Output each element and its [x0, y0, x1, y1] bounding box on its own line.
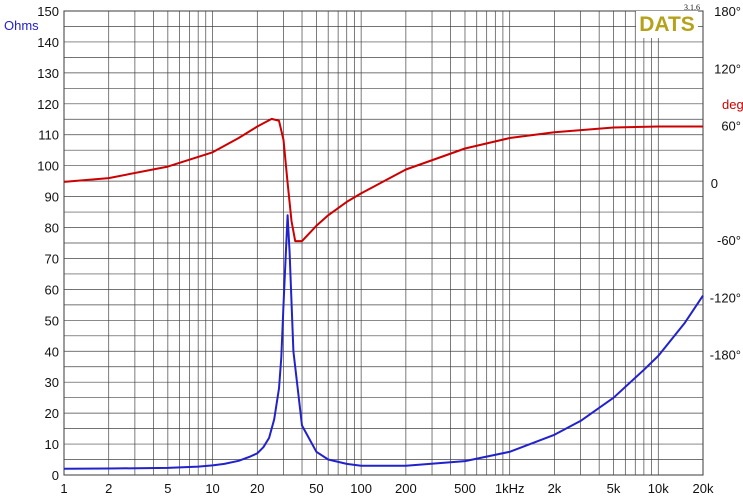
y-left-tick-label: 50: [45, 313, 59, 328]
x-axis-ticks: 1 2 5 10 20 50 100 200 500 1kHz 2k 5k 10k 20k: [60, 481, 714, 496]
series: [63, 117, 704, 470]
y-right-tick-label: -180°: [710, 348, 741, 363]
y-right-label: deg: [722, 97, 743, 112]
x-tick-label: 50: [309, 481, 323, 496]
version-label: 3.1.6: [684, 3, 700, 12]
x-tick-label: 1kHz: [495, 481, 525, 496]
y-right-tick-label: -60°: [717, 233, 741, 248]
x-tick-label: 100: [350, 481, 372, 496]
y-left-tick-label: 100: [37, 159, 59, 174]
y-left-tick-label: 120: [37, 97, 59, 112]
x-tick-label: 20k: [693, 481, 714, 496]
y-right-tick-label: 0: [711, 176, 718, 191]
dats-logo: DATS: [636, 11, 698, 38]
y-left-tick-label: 80: [45, 221, 59, 236]
phase-line: [63, 117, 703, 243]
x-tick-label: 5: [164, 481, 171, 496]
y-left-label: Ohms: [4, 18, 39, 33]
y-right-tick-label: 120°: [714, 61, 741, 76]
x-tick-label: 1: [60, 481, 67, 496]
x-tick-label: 500: [454, 481, 476, 496]
y-left-tick-label: 140: [37, 35, 59, 50]
x-tick-label: 200: [395, 481, 417, 496]
impedance-line: [63, 214, 704, 470]
y-left-ticks: 0 10 20 30 40 50 60 70 80 90 100 110 120 130 140 150: [37, 4, 59, 483]
y-left-tick-label: 150: [37, 4, 59, 19]
y-left-tick-label: 10: [45, 437, 59, 452]
y-left-tick-label: 90: [45, 190, 59, 205]
y-left-tick-label: 110: [38, 128, 59, 143]
y-left-tick-label: 70: [45, 251, 59, 266]
y-right-ticks: 180° 120° 60° 0 -60° -120° -180°: [710, 4, 741, 363]
y-left-tick-label: 20: [45, 406, 59, 421]
y-right-tick-label: 60°: [721, 119, 741, 134]
y-right-tick-label: 180°: [714, 4, 741, 19]
y-left-tick-label: 60: [45, 282, 59, 297]
grid: [63, 10, 704, 476]
y-left-tick-label: 40: [45, 344, 59, 359]
y-left-tick-label: 130: [37, 66, 59, 81]
y-left-tick-label: 30: [45, 375, 59, 390]
x-tick-label: 2: [105, 481, 112, 496]
y-left-tick-label: 0: [52, 468, 59, 483]
y-right-tick-label: -120°: [710, 290, 741, 305]
x-tick-label: 2k: [548, 481, 562, 496]
x-tick-label: 10: [205, 481, 219, 496]
x-tick-label: 10k: [648, 481, 669, 496]
x-tick-label: 20: [250, 481, 264, 496]
x-tick-label: 5k: [607, 481, 621, 496]
